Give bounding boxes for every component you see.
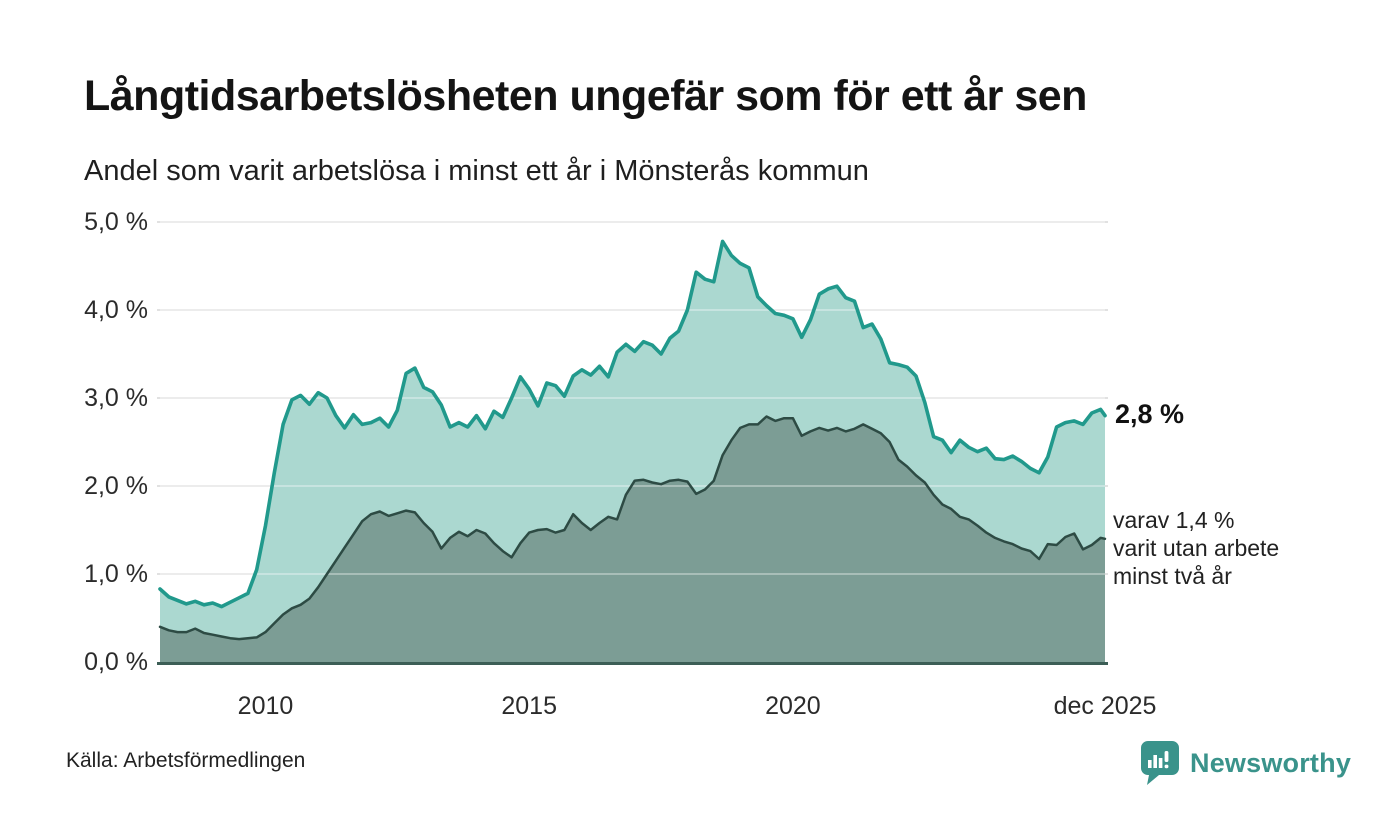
secondary-annotation-line1: varav 1,4 % — [1113, 507, 1235, 533]
page-subtitle: Andel som varit arbetslösa i minst ett å… — [84, 155, 869, 187]
x-tick-label: 2010 — [237, 692, 294, 720]
y-tick-label: 0,0 % — [84, 648, 148, 676]
line-total-one-year — [158, 239, 1107, 609]
source-caption: Källa: Arbetsförmedlingen — [66, 749, 306, 772]
secondary-annotation-line3: minst två år — [1113, 563, 1232, 589]
newsworthy-wordmark: Newsworthy — [1190, 748, 1352, 778]
secondary-annotation-line2: varit utan arbete — [1113, 535, 1280, 561]
y-tick-label: 2,0 % — [84, 472, 148, 500]
x-tick-label: dec 2025 — [1053, 692, 1157, 720]
y-tick-label: 1,0 % — [84, 560, 148, 588]
y-tick-label: 5,0 % — [84, 208, 148, 236]
page-title: Långtidsarbetslösheten ungefär som för e… — [84, 72, 1087, 120]
secondary-value-annotation: varav 1,4 % varit utan arbete minst två … — [1113, 506, 1279, 590]
newsworthy-logo: Newsworthy — [1140, 740, 1351, 787]
latest-value-annotation: 2,8 % — [1115, 399, 1185, 429]
newsworthy-bubble-icon — [1141, 741, 1179, 785]
area-fill — [160, 416, 1105, 662]
x-tick-label: 2015 — [501, 692, 557, 720]
x-tick-label: 2020 — [765, 692, 821, 720]
line-two-years — [158, 415, 1107, 641]
bar-chart-glyph — [1148, 751, 1169, 769]
y-tick-label: 3,0 % — [84, 384, 148, 412]
y-tick-label: 4,0 % — [84, 296, 148, 324]
